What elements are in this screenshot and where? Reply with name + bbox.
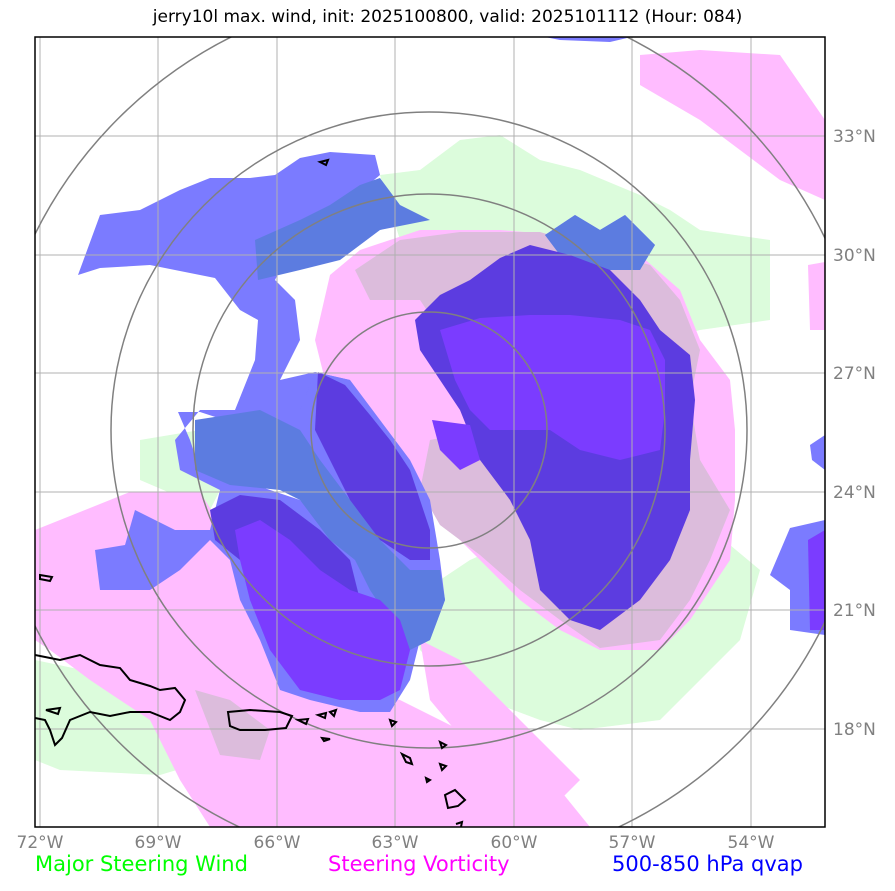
lon-label: 66°W [254,833,301,853]
island-coast [45,706,62,716]
island-coast [388,718,398,728]
legend-steering-vorticity: Steering Vorticity [328,852,510,876]
map-plot-area [35,37,825,827]
island-coast [294,717,310,726]
latitude-labels: 33°N 30°N 27°N 24°N 21°N 18°N [833,127,876,740]
coastlines [35,158,467,827]
lat-label: 24°N [833,483,876,503]
lat-label: 21°N [833,601,876,621]
island-coast [424,776,432,784]
island-coast [328,708,338,718]
island-coast [39,573,54,583]
lat-label: 30°N [833,246,876,266]
island-coast [317,158,330,167]
island-coast [314,711,328,720]
hispaniola-coast [35,653,187,747]
lat-label: 27°N [833,364,876,384]
graticule [35,37,825,827]
lon-label: 63°W [372,833,419,853]
range-rings [35,37,825,827]
legend-steering-wind: Major Steering Wind [35,852,248,876]
lon-label: 69°W [135,833,182,853]
longitude-labels: 72°W 69°W 66°W 63°W 60°W 57°W 54°W [17,833,775,853]
range-ring-3 [110,111,748,749]
island-coast [319,736,331,743]
lat-label: 33°N [833,127,876,147]
island-coast [455,820,464,827]
lon-label: 60°W [491,833,538,853]
puerto-rico-coast [226,708,294,731]
lon-label: 54°W [728,833,775,853]
island-coast [438,762,448,772]
lat-label: 18°N [833,720,876,740]
legend-qvap: 500-850 hPa qvap [612,852,803,876]
island-coast [438,740,448,750]
island-coast [443,788,467,810]
lon-label: 57°W [609,833,656,853]
range-ring-2 [192,193,666,667]
map-title: jerry10l max. wind, init: 2025100800, va… [152,7,743,27]
map-frame [34,36,826,828]
island-coast [399,751,414,766]
lon-label: 72°W [17,833,64,853]
range-ring-1 [310,311,548,549]
